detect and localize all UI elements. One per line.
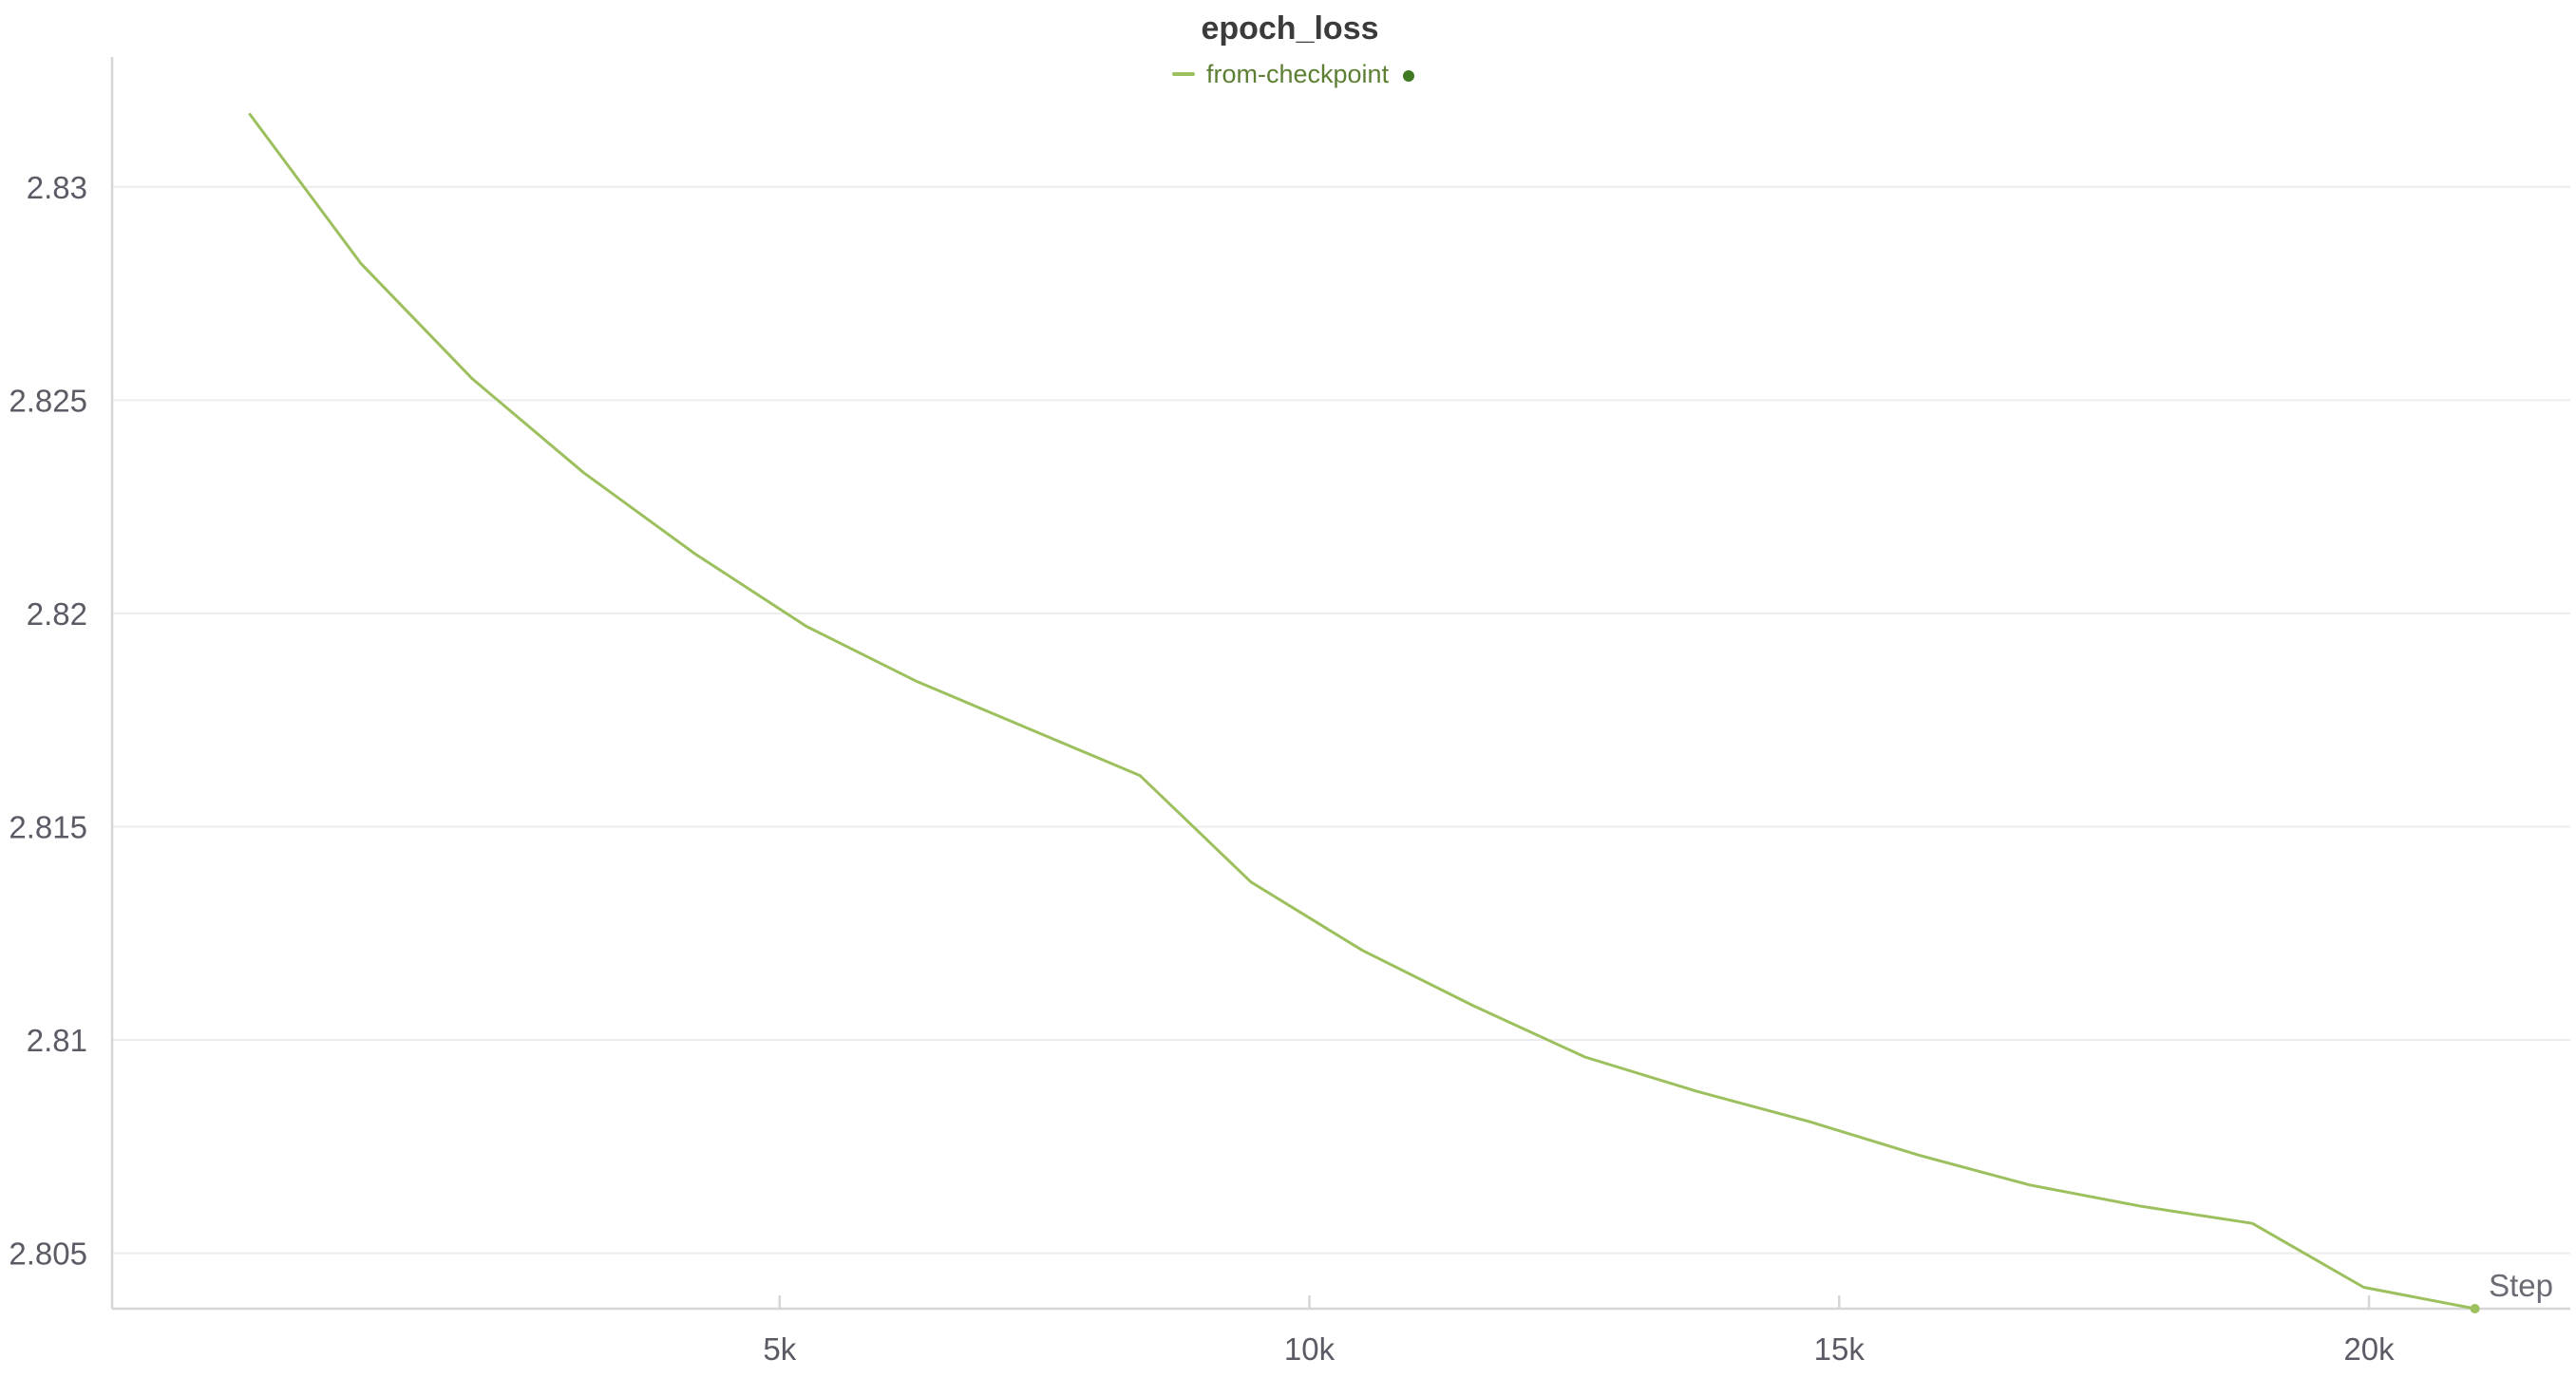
y-tick-label: 2.805: [9, 1236, 87, 1272]
y-tick-label: 2.81: [27, 1023, 87, 1058]
y-tick-label: 2.83: [27, 170, 87, 205]
legend-status-dot-icon: [1403, 70, 1414, 82]
series-endpoint-marker[interactable]: [2470, 1304, 2480, 1313]
y-tick-label: 2.815: [9, 809, 87, 844]
x-axis-title: Step: [2489, 1268, 2553, 1303]
x-tick-label: 15k: [1814, 1331, 1866, 1367]
grid: [112, 185, 2570, 1255]
x-tick-label: 10k: [1284, 1331, 1335, 1367]
series-layer: [248, 112, 2480, 1313]
axes: 2.805 2.81 2.815 2.82 2.825 2.83 5k 10k 15k 20k: [9, 57, 2570, 1367]
y-tick-label: 2.82: [27, 596, 87, 632]
chart-title: epoch_loss: [1201, 10, 1378, 47]
x-tick-label: 20k: [2343, 1331, 2395, 1367]
y-tick-label: 2.825: [9, 383, 87, 418]
x-tick-label: 5k: [763, 1331, 796, 1367]
legend[interactable]: from-checkpoint: [1172, 60, 1414, 88]
legend-label: from-checkpoint: [1206, 60, 1390, 88]
series-line-from-checkpoint[interactable]: [248, 112, 2477, 1311]
